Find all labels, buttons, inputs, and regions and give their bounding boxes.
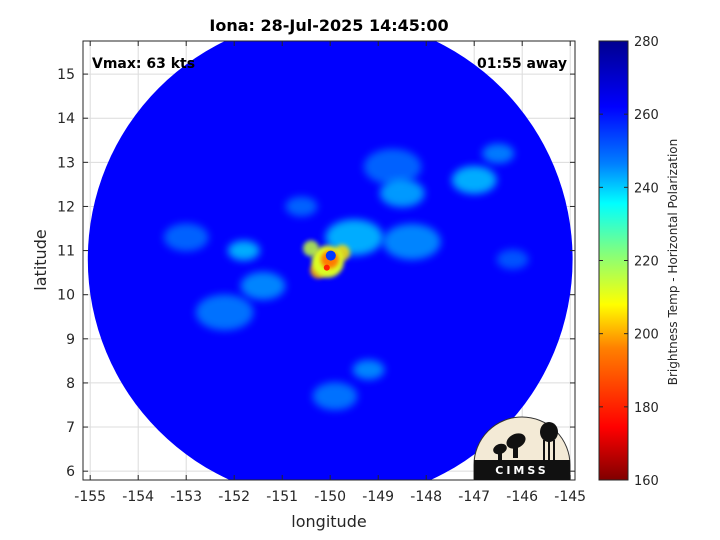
water-tower-icon [540,422,558,460]
convective-feature [163,223,209,252]
colorbar-tick-label: 160 [634,474,659,489]
convective-feature [451,165,497,194]
time-away-annotation: 01:55 away [477,56,567,72]
y-tick-label: 6 [66,464,75,480]
convective-feature [379,179,425,208]
y-tick-label: 10 [57,288,75,304]
x-tick-label: -150 [314,489,346,505]
x-tick-label: -149 [362,489,394,505]
x-tick-label: -155 [74,489,106,505]
satellite-dish-icon [493,433,526,460]
convective-feature [240,271,286,300]
y-tick-label: 11 [57,244,75,260]
y-tick-label: 14 [57,111,75,127]
convective-feature [285,196,318,217]
y-tick-label: 9 [66,332,75,348]
x-tick-label: -148 [410,489,442,505]
y-tick-label: 12 [57,199,75,215]
convective-feature [352,359,385,380]
x-tick-label: -151 [266,489,298,505]
colorbar [598,40,629,481]
eye-core [323,264,330,271]
cimss-logo: CIMSS [473,416,571,481]
colorbar-ticks: 160 180 200 220 240 260 280 [599,35,659,489]
y-tick-label: 13 [57,155,75,171]
x-tick-label: -154 [122,489,154,505]
logo-text: CIMSS [495,464,548,477]
eye [325,250,336,261]
colorbar-tick-label: 280 [634,35,659,50]
colorbar-tick-label: 180 [634,401,659,416]
y-tick-label: 8 [66,376,75,392]
x-tick-label: -147 [458,489,490,505]
convective-feature [227,240,260,261]
convective-feature [312,382,358,411]
x-tick-label: -152 [218,489,250,505]
x-axis-title: longitude [291,512,366,531]
storm-eye [311,245,344,278]
swath-layer [87,41,573,480]
colorbar-tick-label: 220 [634,255,659,270]
y-tick-label: 7 [66,420,75,436]
convective-feature [363,148,422,185]
y-axis-title: latitude [31,229,50,290]
colorbar-tick-label: 260 [634,108,659,123]
convective-feature [383,223,441,260]
convective-feature [195,294,254,331]
chart-title: Iona: 28-Jul-2025 14:45:00 [209,16,448,35]
colorbar-title: Brightness Temp - Horizontal Polarizatio… [666,139,680,386]
y-tick-label: 15 [57,67,75,83]
colorbar-tick-label: 200 [634,328,659,343]
convective-feature [482,143,515,164]
x-tick-label: -146 [506,489,538,505]
convective-feature [496,249,529,270]
axis-ticks: -155 -154 -153 -152 -151 -150 -149 -148 -147 -146… [57,41,586,505]
x-tick-label: -145 [554,489,586,505]
colorbar-tick-label: 240 [634,181,659,196]
vmax-annotation: Vmax: 63 kts [92,56,195,72]
convective-features [163,143,529,411]
x-tick-label: -153 [170,489,202,505]
plot-border [82,40,576,481]
